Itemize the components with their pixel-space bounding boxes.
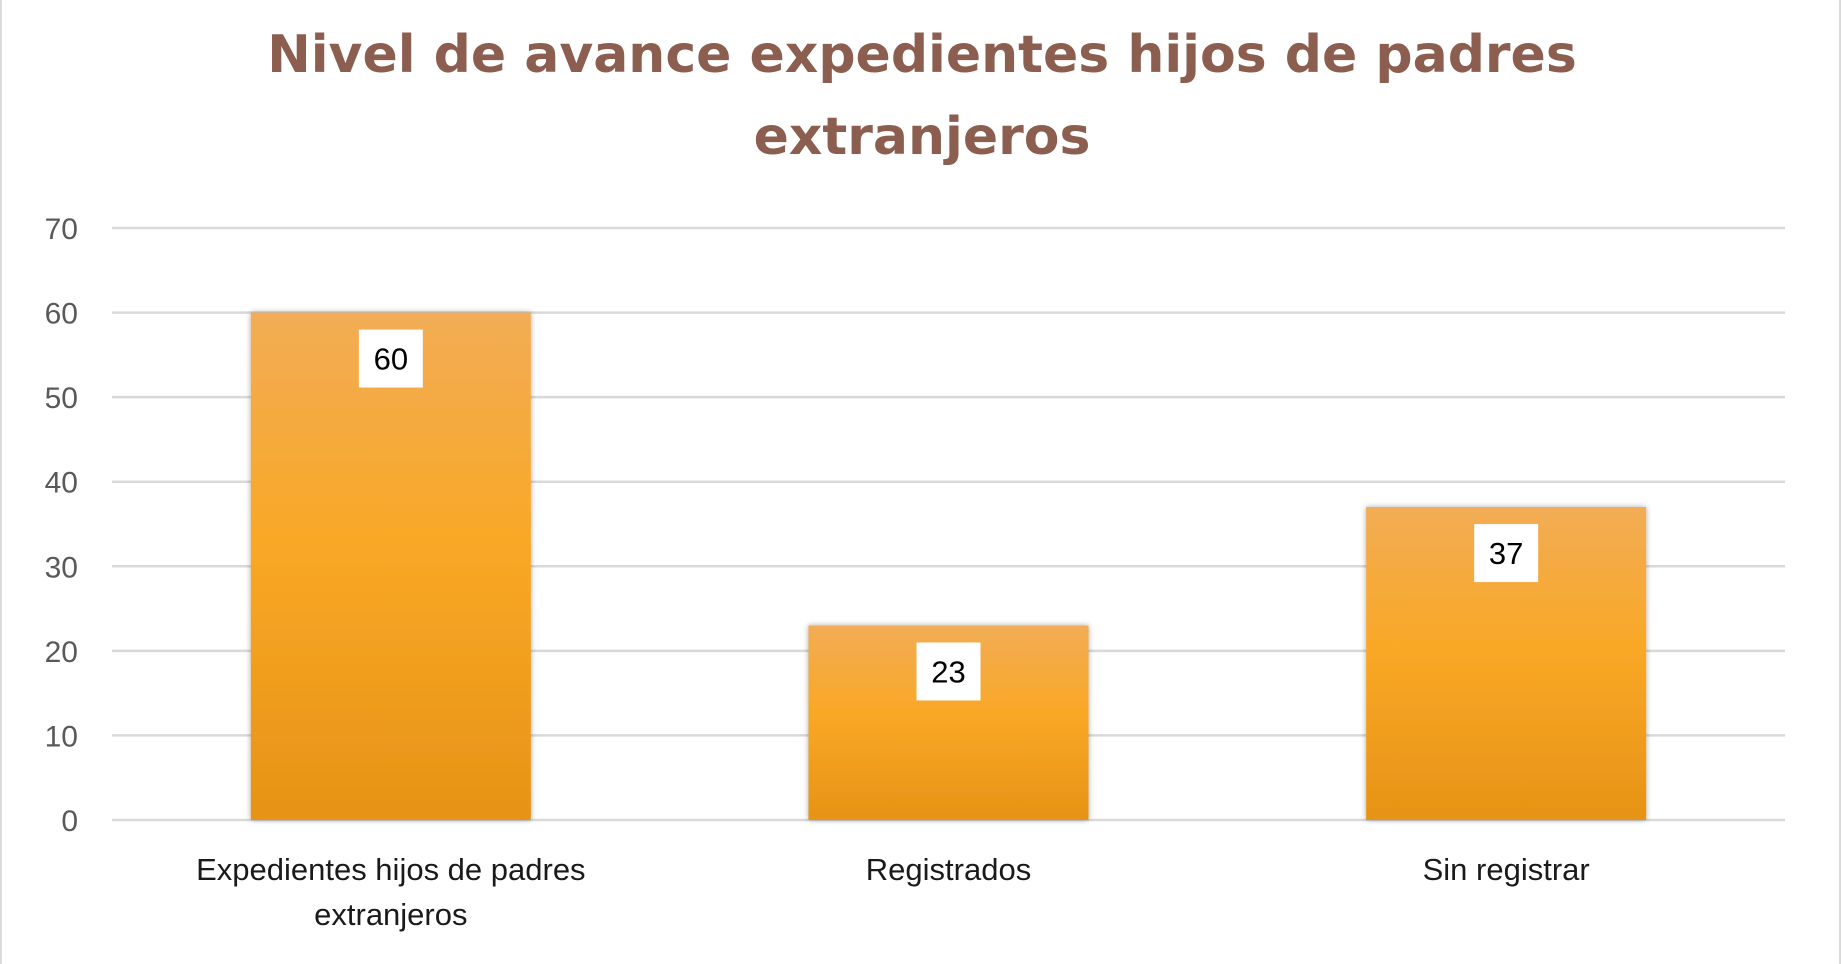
x-category-label: Registrados [866, 852, 1031, 887]
x-category-label: extranjeros [314, 897, 467, 932]
y-axis-ticks: 0 10 20 30 40 50 60 70 [45, 213, 78, 838]
y-tick-label: 10 [45, 720, 78, 753]
y-tick-label: 30 [45, 551, 78, 584]
x-category-label: Sin registrar [1423, 852, 1590, 887]
y-tick-label: 50 [45, 382, 78, 415]
data-label-box [1474, 524, 1539, 583]
bars: 60 23 37 [250, 312, 1647, 820]
y-tick-label: 40 [45, 467, 78, 500]
bar [250, 312, 531, 820]
y-tick-label: 20 [45, 636, 78, 669]
data-label: 23 [931, 654, 965, 689]
y-tick-label: 60 [45, 298, 78, 331]
x-axis-labels: Expedientes hijos de padres extranjeros Re… [196, 852, 1590, 932]
data-label-box [358, 329, 423, 388]
chart-title: Nivel de avance expedientes hijos de pad… [267, 25, 1577, 167]
x-category-label: Expedientes hijos de padres [196, 852, 585, 887]
data-label: 37 [1489, 536, 1523, 571]
y-tick-label: 70 [45, 213, 78, 246]
data-label-box [916, 642, 981, 701]
y-tick-label: 0 [61, 805, 78, 838]
data-label: 60 [374, 342, 408, 377]
